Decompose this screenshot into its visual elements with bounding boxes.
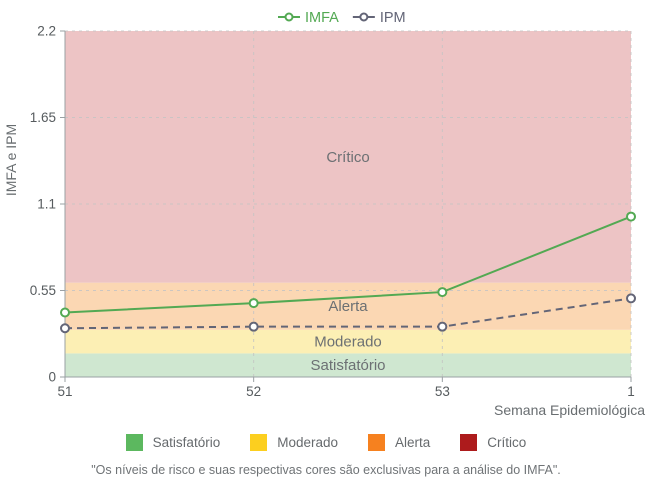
risk-legend-label: Satisfatório	[152, 434, 221, 450]
x-tick-label: 52	[246, 384, 261, 399]
ipm-legend-label: IPM	[380, 10, 406, 26]
risk-legend-label: Moderado	[277, 434, 339, 450]
risk-legend-item-satisfatorio: Satisfatório	[125, 433, 221, 451]
risk-legend-item-critico: Crítico	[460, 433, 527, 451]
imfa-line	[64, 215, 632, 314]
ipm-line	[64, 297, 632, 330]
ipm-point-53	[437, 321, 448, 332]
ipm-point-52	[248, 321, 259, 332]
risk-swatch-critico-icon	[460, 433, 478, 451]
y-tick-label: 1.65	[30, 110, 56, 125]
x-tick-label: 51	[57, 384, 72, 399]
risk-swatch-alerta-icon	[368, 433, 386, 451]
risk-legend-item-moderado: Moderado	[250, 433, 339, 451]
imfa-point-1	[626, 211, 636, 222]
x-axis-title: Semana Epidemiológica	[494, 402, 645, 418]
zone-label-alerta: Alerta	[328, 298, 368, 315]
risk-band-satisfatorio	[65, 353, 631, 377]
imfa-point-52	[248, 298, 259, 309]
chart-footnote: "Os níveis de risco e suas respectivas c…	[91, 463, 561, 477]
y-tick-label: 2.2	[37, 24, 56, 39]
imfa-legend-marker-dot-icon	[284, 12, 294, 22]
y-tick-label: 0.55	[30, 283, 56, 298]
risk-swatch-moderado-icon	[250, 433, 268, 451]
ipm-point-51	[60, 323, 70, 334]
y-axis-title: IMFA e IPM	[3, 124, 19, 196]
risk-swatch-satisfatorio-icon	[125, 433, 143, 451]
imfa-point-53	[437, 287, 448, 298]
imfa-ipm-chart: Satisfatório Moderado Alerta Crítico 0 0.55 1.…	[3, 10, 645, 418]
x-tick-label: 1	[627, 384, 635, 399]
imfa-legend-label: IMFA	[305, 10, 339, 26]
zone-label-critico: Crítico	[326, 149, 369, 166]
zone-label-moderado: Moderado	[314, 334, 382, 351]
legend-item-ipm[interactable]: IPM	[352, 10, 406, 26]
x-tick-label: 53	[435, 384, 450, 399]
risk-band-critico	[65, 31, 631, 283]
risk-level-legend: Satisfatório Moderado Alerta Crítico	[0, 427, 652, 457]
risk-legend-label: Alerta	[395, 434, 431, 450]
y-tick-label: 0	[48, 370, 56, 385]
legend-item-imfa[interactable]: IMFA	[278, 10, 339, 26]
imfa-point-51	[60, 307, 70, 318]
risk-legend-label: Crítico	[487, 434, 527, 450]
zone-label-satisfatorio: Satisfatório	[310, 357, 385, 374]
risk-legend-item-alerta: Alerta	[368, 433, 431, 451]
risk-band-moderado	[65, 329, 631, 354]
ipm-legend-marker-dot-icon	[359, 12, 369, 22]
y-tick-label: 1.1	[37, 197, 56, 212]
ipm-point-1	[626, 293, 636, 304]
